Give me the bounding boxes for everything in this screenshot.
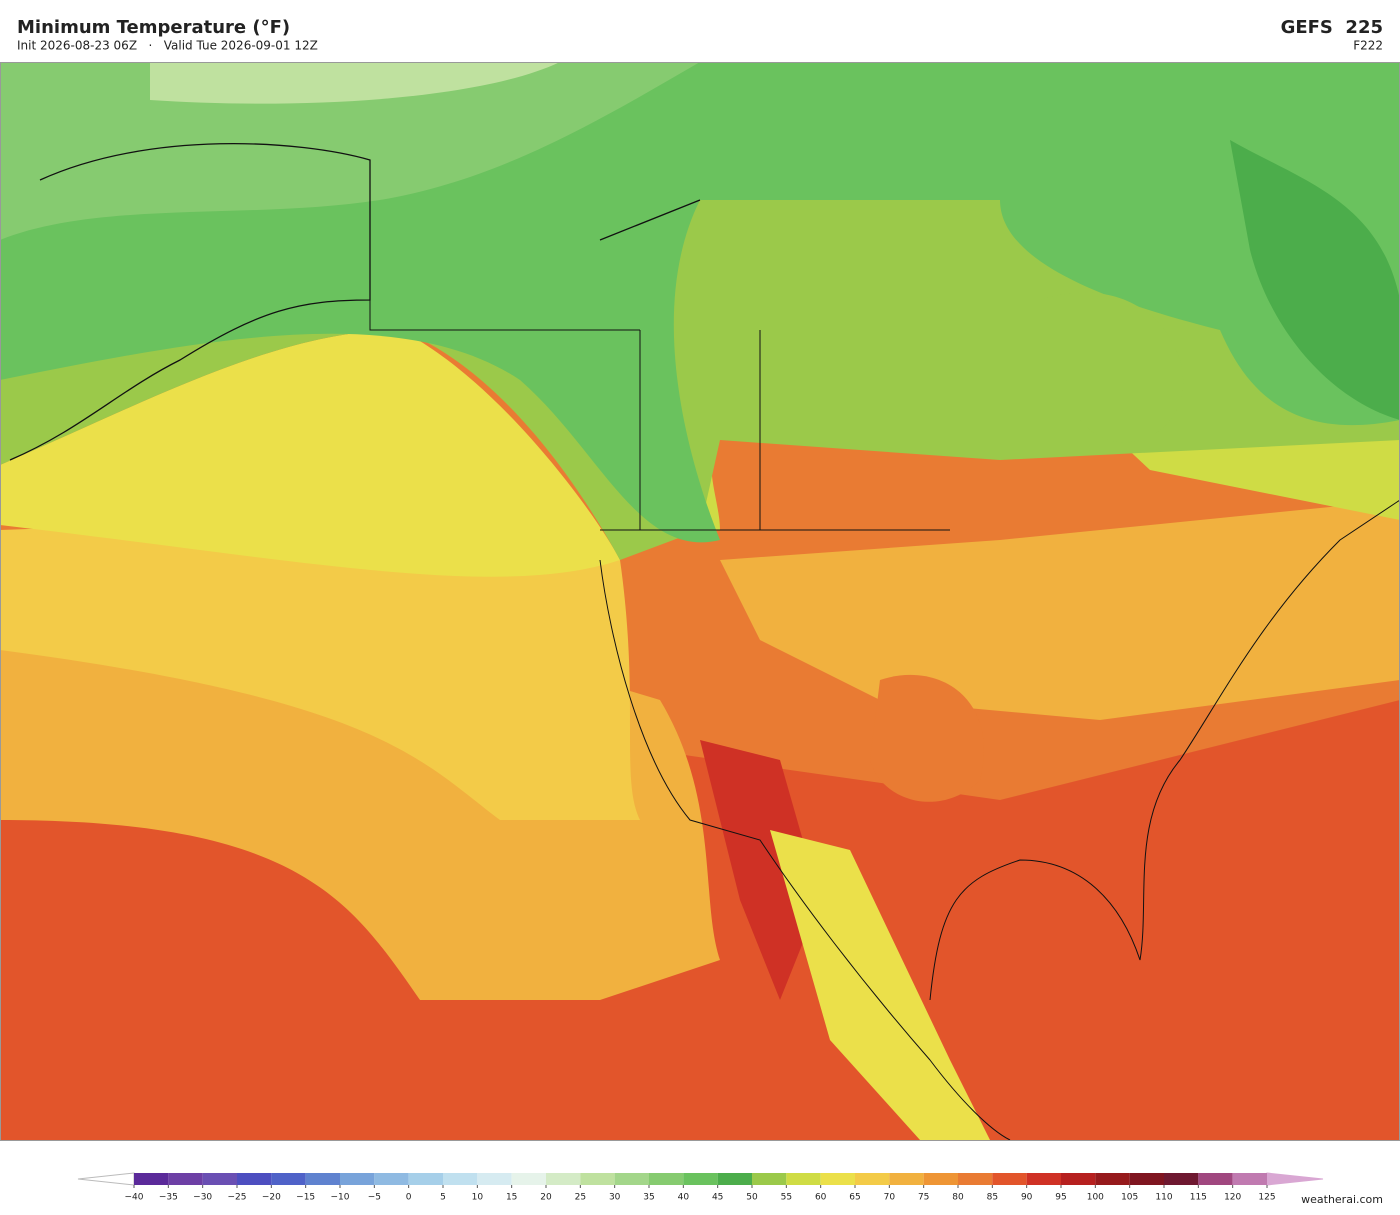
color-swatch: [614, 1173, 649, 1185]
color-swatch: [134, 1173, 169, 1185]
tick-label: 5: [440, 1193, 446, 1203]
color-swatch: [580, 1173, 615, 1185]
tick-label: 30: [609, 1193, 621, 1203]
color-swatch: [786, 1173, 821, 1185]
color-swatch: [202, 1173, 237, 1185]
zone: [150, 62, 560, 104]
tick-label: 100: [1087, 1193, 1104, 1203]
color-swatch: [1129, 1173, 1164, 1185]
color-swatch: [889, 1173, 924, 1185]
tick-label: 25: [575, 1193, 586, 1203]
tick-label: 0: [406, 1193, 412, 1203]
color-swatch: [1198, 1173, 1233, 1185]
tick-label: 45: [712, 1193, 723, 1203]
color-swatch: [923, 1173, 958, 1185]
tick-label: 95: [1055, 1193, 1066, 1203]
color-swatch: [1232, 1173, 1267, 1185]
tick-label: 125: [1258, 1193, 1275, 1203]
color-swatch: [546, 1173, 581, 1185]
tick-label: 105: [1121, 1193, 1138, 1203]
coastline: [9, 142, 701, 461]
color-swatch: [305, 1173, 340, 1185]
tick-label: 10: [472, 1193, 484, 1203]
map-subtitle: Init 2026-08-23 06Z · Valid Tue 2026-09-…: [17, 39, 318, 53]
colorbar: −40 −35 −30 −25 −20 −15 −10 −5 0 5 10 15 20 25 30 35 40 4…: [77, 1172, 1324, 1203]
zone: [1230, 140, 1400, 420]
color-swatch: [752, 1173, 787, 1185]
boundary: [369, 160, 1400, 1140]
tick-label: 120: [1224, 1193, 1241, 1203]
map: [0, 62, 1400, 1141]
map-title: Minimum Temperature (°F): [17, 17, 290, 38]
color-swatch: [958, 1173, 993, 1185]
tick-label: 80: [952, 1193, 964, 1203]
tick-label: −15: [296, 1193, 315, 1203]
color-swatch: [649, 1173, 684, 1185]
credit: weatherai.com: [1301, 1193, 1383, 1206]
tick-label: 35: [643, 1193, 654, 1203]
forecast-hour: F222: [1353, 39, 1383, 53]
color-swatch: [855, 1173, 890, 1185]
tick-label: 40: [678, 1193, 690, 1203]
color-swatch: [717, 1173, 752, 1185]
tick-label: 50: [746, 1193, 758, 1203]
color-swatch: [1061, 1173, 1096, 1185]
zone: [870, 674, 984, 802]
tick-label: −5: [368, 1193, 381, 1203]
zone: [770, 830, 990, 1140]
tick-label: −10: [331, 1193, 350, 1203]
tick-label: 70: [884, 1193, 896, 1203]
color-swatch: [1026, 1173, 1061, 1185]
tick-label: 110: [1155, 1193, 1172, 1203]
tick-label: −25: [228, 1193, 247, 1203]
under-triangle: [77, 1172, 135, 1186]
zone: [0, 527, 640, 820]
color-swatch: [683, 1173, 718, 1185]
color-swatch: [477, 1173, 512, 1185]
tick-label: 115: [1190, 1193, 1207, 1203]
zone: [1040, 292, 1184, 443]
tick-label: −40: [125, 1193, 144, 1203]
color-swatch: [511, 1173, 546, 1185]
model-label: GEFS 225: [1281, 17, 1383, 38]
zone: [700, 740, 820, 1000]
color-swatch: [820, 1173, 855, 1185]
over-triangle: [1266, 1172, 1324, 1186]
tick-label: 75: [918, 1193, 929, 1203]
color-swatch: [443, 1173, 478, 1185]
color-swatch: [340, 1173, 375, 1185]
tick-label: 20: [540, 1193, 552, 1203]
color-swatch: [271, 1173, 306, 1185]
color-swatch: [992, 1173, 1027, 1185]
color-swatch: [168, 1173, 203, 1185]
tick-label: −35: [159, 1193, 178, 1203]
color-swatch: [237, 1173, 272, 1185]
tick-label: 85: [987, 1193, 998, 1203]
tick-label: 15: [506, 1193, 517, 1203]
zone: [0, 62, 700, 240]
zone: [720, 500, 1400, 720]
zone: [0, 330, 620, 577]
tick-label: 60: [815, 1193, 827, 1203]
color-swatch: [374, 1173, 409, 1185]
color-swatch: [1095, 1173, 1130, 1185]
tick-label: 65: [849, 1193, 860, 1203]
color-swatch: [1164, 1173, 1199, 1185]
tick-label: −20: [262, 1193, 281, 1203]
tick-label: −30: [193, 1193, 212, 1203]
color-swatch: [408, 1173, 443, 1185]
tick-label: 55: [781, 1193, 792, 1203]
tick-label: 90: [1021, 1193, 1033, 1203]
